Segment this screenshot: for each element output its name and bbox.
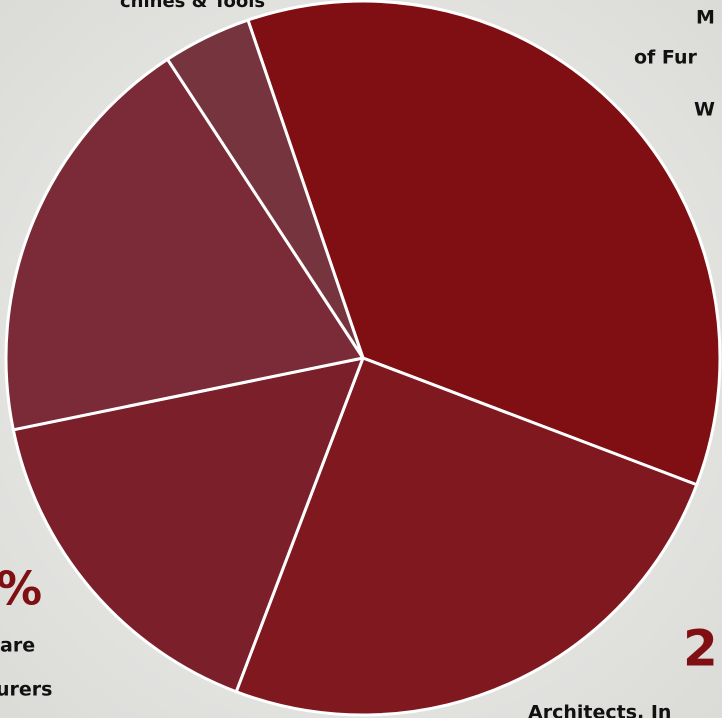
annotation: W (694, 99, 715, 121)
pie-slice (234, 356, 699, 717)
pie (4, 0, 722, 717)
annotation: M (696, 7, 715, 29)
pie-slice (246, 0, 722, 487)
annotation: Architects, In (528, 702, 671, 718)
pie-slice (4, 57, 365, 432)
annotation: of Fur (634, 47, 697, 69)
annotation: chines & Tools (120, 0, 265, 12)
annotation: % (0, 562, 42, 616)
annotation: urers (0, 679, 52, 701)
pie-slice (11, 356, 365, 694)
pie-slice (166, 18, 365, 360)
annotation: are (0, 635, 35, 657)
annotation: 2 (683, 620, 718, 678)
